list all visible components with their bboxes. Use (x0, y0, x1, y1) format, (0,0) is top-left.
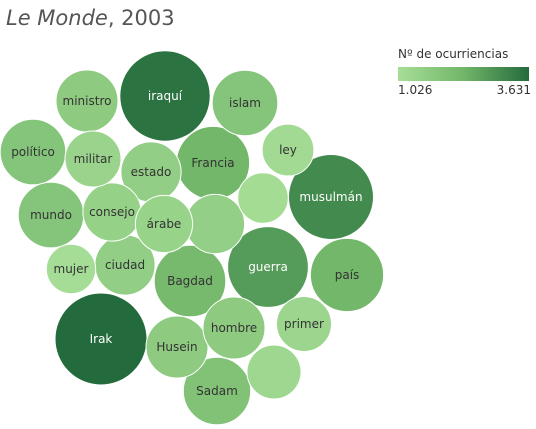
legend-title: Nº de ocurriencias (398, 47, 509, 61)
bubble-país[interactable]: país (309, 237, 385, 313)
chart-title: Le Monde, 2003 (6, 6, 175, 30)
bubble-Irak[interactable]: Irak (54, 292, 148, 386)
bubble-circle[interactable] (82, 182, 142, 242)
bubble-circle[interactable] (55, 69, 119, 133)
bubble-árabe[interactable]: árabe (134, 194, 194, 254)
legend-min-label: 1.026 (398, 83, 433, 97)
bubble-circle[interactable] (134, 194, 194, 254)
bubble-circle[interactable] (175, 125, 251, 201)
bubble-iraquí[interactable]: iraquí (119, 50, 211, 142)
bubble-circle[interactable] (64, 130, 122, 188)
bubble-mundo[interactable]: mundo (17, 181, 85, 249)
bubble-ministro[interactable]: ministro (55, 69, 119, 133)
legend-ticks: 1.026 3.631 (398, 83, 531, 99)
bubble-mujer[interactable]: mujer (45, 243, 97, 295)
bubble-circle[interactable] (0, 118, 67, 186)
bubble-Francia[interactable]: Francia (175, 125, 251, 201)
bubble-circle[interactable] (246, 344, 302, 400)
legend-max-label: 3.631 (496, 83, 531, 97)
bubble-unlabeled[interactable] (246, 344, 302, 400)
bubble-unlabeled[interactable] (184, 193, 246, 255)
legend-gradient-bar (398, 67, 529, 81)
bubble-circle[interactable] (309, 237, 385, 313)
bubble-circle[interactable] (119, 50, 211, 142)
bubble-circle[interactable] (276, 296, 332, 352)
bubble-unlabeled[interactable] (237, 172, 289, 224)
bubble-islam[interactable]: islam (211, 69, 279, 137)
bubble-consejo[interactable]: consejo (82, 182, 142, 242)
bubble-circle[interactable] (211, 69, 279, 137)
color-legend: Nº de ocurriencias 1.026 3.631 (398, 47, 536, 99)
bubble-hombre[interactable]: hombre (202, 296, 266, 360)
bubble-circle[interactable] (54, 292, 148, 386)
bubble-primer[interactable]: primer (276, 296, 332, 352)
bubble-circle[interactable] (184, 193, 246, 255)
bubble-circle[interactable] (227, 226, 309, 308)
bubble-circle[interactable] (202, 296, 266, 360)
bubble-circle[interactable] (261, 123, 315, 177)
bubble-circle[interactable] (182, 356, 252, 426)
bubble-circle[interactable] (45, 243, 97, 295)
bubble-militar[interactable]: militar (64, 130, 122, 188)
bubble-ley[interactable]: ley (261, 123, 315, 177)
bubble-circle[interactable] (145, 315, 209, 379)
bubble-Husein[interactable]: Husein (145, 315, 209, 379)
chart-title-year: , 2003 (107, 6, 175, 30)
chart-title-italic: Le Monde (6, 6, 108, 30)
bubble-circle[interactable] (153, 244, 227, 318)
bubble-circle[interactable] (17, 181, 85, 249)
bubble-político[interactable]: político (0, 118, 67, 186)
bubble-circle[interactable] (237, 172, 289, 224)
